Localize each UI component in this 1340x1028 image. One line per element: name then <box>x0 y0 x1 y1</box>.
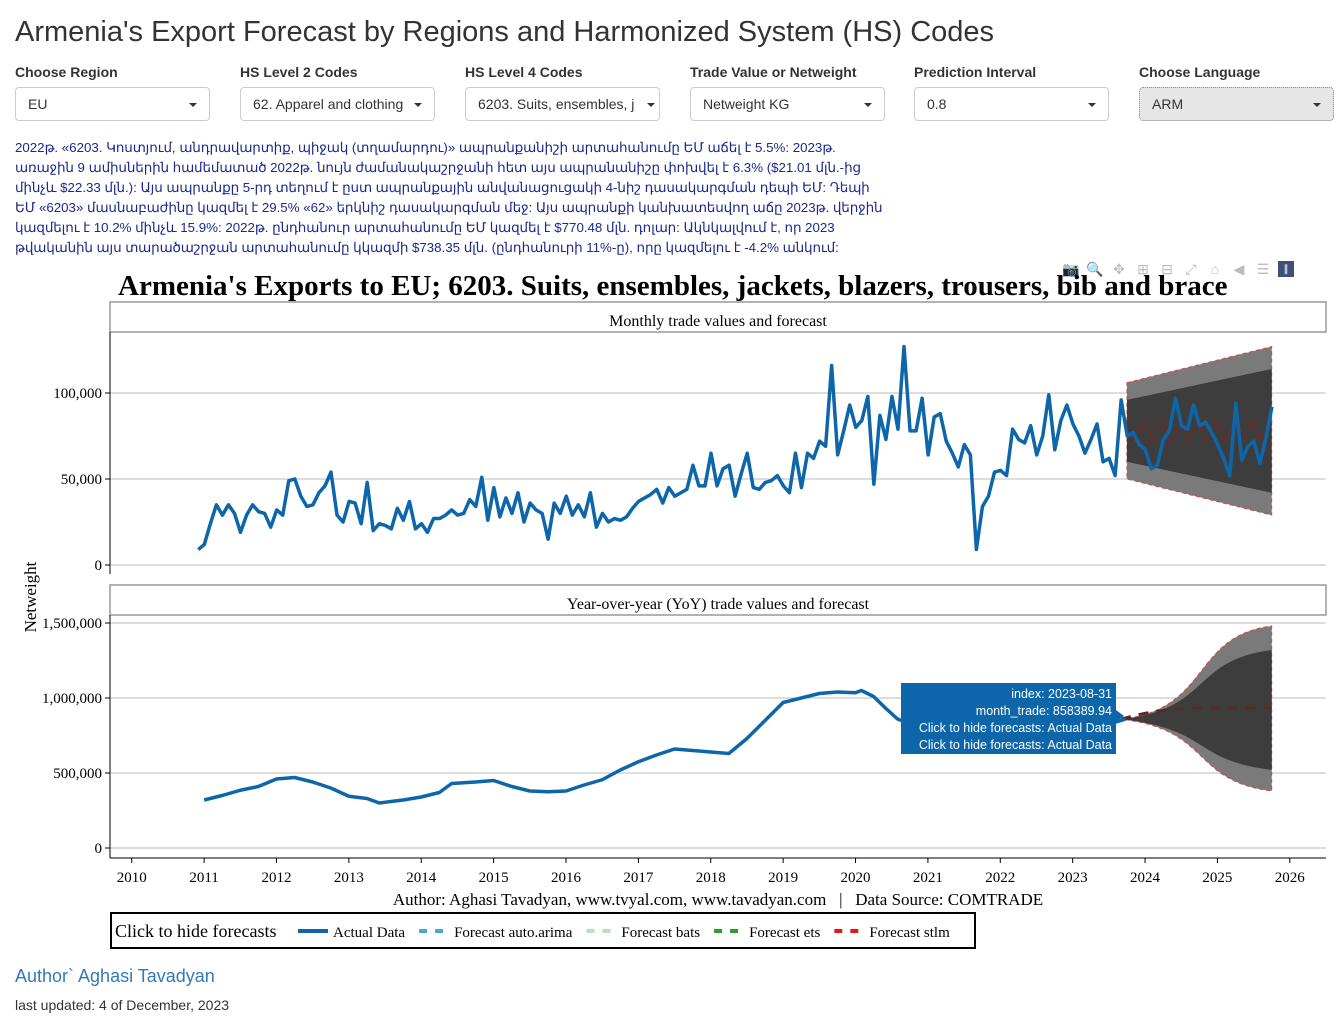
panel2-subtitle: Year-over-year (YoY) trade values and fo… <box>567 596 870 613</box>
forecast-chart[interactable]: Armenia's Exports to EU; 6203. Suits, en… <box>0 262 1340 1022</box>
hover-compare-icon[interactable]: ☰ <box>1256 260 1270 277</box>
y-tick-label: 0 <box>95 841 103 857</box>
author-link[interactable]: Author` Aghasi Tavadyan <box>15 966 215 986</box>
measure-label: Trade Value or Netweight <box>690 64 857 80</box>
hover-tooltip: index: 2023-08-31 month_trade: 858389.94… <box>901 683 1124 754</box>
panel1-subtitle: Monthly trade values and forecast <box>609 313 827 330</box>
chart-modebar: 📷 🔍 ✥ ⊞ ⊟ ⤢ ⌂ ◀ ☰ ∥ <box>1062 260 1294 278</box>
legend-item-label[interactable]: Forecast auto.arima <box>454 925 573 941</box>
x-tick-label: 2026 <box>1275 870 1306 886</box>
panel2-strip <box>109 584 1327 616</box>
measure-value: Netweight KG <box>703 96 790 112</box>
hs4-label: HS Level 4 Codes <box>465 64 583 80</box>
region-control: Choose Region EU <box>15 64 210 121</box>
x-tick-label: 2021 <box>913 870 943 886</box>
hs2-select[interactable]: 62. Apparel and clothing <box>240 87 435 121</box>
language-label: Choose Language <box>1139 64 1261 80</box>
hs2-label: HS Level 2 Codes <box>240 64 358 80</box>
legend-item-label[interactable]: Forecast bats <box>621 925 700 941</box>
chevron-down-icon <box>647 103 655 107</box>
x-tick-label: 2018 <box>696 870 726 886</box>
zoom-icon[interactable]: 🔍 <box>1086 260 1104 277</box>
x-tick-label: 2017 <box>623 870 654 886</box>
x-tick-label: 2012 <box>261 870 291 886</box>
tooltip-index: index: 2023-08-31 <box>1011 687 1112 701</box>
summary-text: 2022թ. «6203. Կոստյում, անդրավարտիք, պիջ… <box>15 140 883 255</box>
interval-value: 0.8 <box>927 96 947 112</box>
zoom-in-icon[interactable]: ⊞ <box>1137 260 1149 277</box>
actual-yoy-line <box>203 688 911 805</box>
hs4-value: 6203. Suits, ensembles, j <box>478 96 635 112</box>
legend-box <box>110 912 976 949</box>
y-axis-label: Netweight <box>21 561 40 632</box>
x-tick-label: 2013 <box>334 870 364 886</box>
plotly-logo-icon[interactable]: ∥ <box>1278 261 1294 277</box>
zoom-out-icon[interactable]: ⊟ <box>1161 260 1173 277</box>
x-tick-label: 2016 <box>551 870 582 886</box>
chevron-down-icon <box>1313 103 1321 107</box>
chevron-down-icon <box>1088 103 1096 107</box>
actual-data-line <box>197 344 1274 552</box>
interval-select[interactable]: 0.8 <box>914 87 1109 121</box>
legend-item-label[interactable]: Forecast ets <box>749 925 820 941</box>
chart-caption: Author: Aghasi Tavadyan, www.tvyal.com, … <box>393 890 1043 909</box>
x-tick-label: 2019 <box>768 870 798 886</box>
region-label: Choose Region <box>15 64 118 80</box>
chart-title: Armenia's Exports to EU; 6203. Suits, en… <box>118 270 1228 302</box>
hs4-control: HS Level 4 Codes 6203. Suits, ensembles,… <box>465 64 660 121</box>
y-tick-label: 0 <box>95 558 103 574</box>
hs4-select[interactable]: 6203. Suits, ensembles, j <box>465 87 660 121</box>
chevron-down-icon <box>189 103 197 107</box>
tooltip-line-2: Click to hide forecasts: Actual Data <box>919 738 1112 752</box>
x-tick-label: 2025 <box>1202 870 1232 886</box>
chevron-down-icon <box>414 103 422 107</box>
hs2-control: HS Level 2 Codes 62. Apparel and clothin… <box>240 64 435 121</box>
autoscale-icon[interactable]: ⤢ <box>1185 260 1197 277</box>
last-updated: last updated: 4 of December, 2023 <box>15 997 230 1013</box>
forecast-fan-inner <box>1121 650 1272 770</box>
panel1-strip <box>109 301 1327 333</box>
camera-icon[interactable]: 📷 <box>1062 260 1080 277</box>
legend-title: Click to hide forecasts <box>115 921 276 941</box>
language-select[interactable]: ARM <box>1139 87 1334 121</box>
x-tick-label: 2015 <box>479 870 509 886</box>
chevron-down-icon <box>864 103 872 107</box>
interval-control: Prediction Interval 0.8 <box>914 64 1109 121</box>
hs2-value: 62. Apparel and clothing <box>253 96 404 112</box>
interval-label: Prediction Interval <box>914 64 1037 80</box>
home-icon[interactable]: ⌂ <box>1210 261 1220 277</box>
actual-yoy-end <box>1114 717 1126 724</box>
x-tick-label: 2010 <box>117 870 147 886</box>
measure-select[interactable]: Netweight KG <box>690 87 885 121</box>
y-tick-label: 100,000 <box>53 386 102 402</box>
tooltip-value: month_trade: 858389.94 <box>976 704 1112 718</box>
x-tick-label: 2024 <box>1130 870 1161 886</box>
y-tick-label: 1,000,000 <box>42 691 102 707</box>
y-tick-label: 1,500,000 <box>42 616 102 632</box>
forecast-band-inner <box>1126 368 1272 493</box>
page-title: Armenia's Export Forecast by Regions and… <box>15 16 995 48</box>
measure-control: Trade Value or Netweight Netweight KG <box>690 64 885 121</box>
language-value: ARM <box>1152 96 1184 112</box>
x-tick-label: 2022 <box>985 870 1015 886</box>
hover-closest-icon[interactable]: ◀ <box>1233 260 1245 277</box>
y-tick-label: 500,000 <box>53 766 102 782</box>
region-select[interactable]: EU <box>15 87 210 121</box>
x-tick-label: 2020 <box>841 870 871 886</box>
legend-item-label[interactable]: Forecast stlm <box>869 925 950 941</box>
pan-icon[interactable]: ✥ <box>1113 260 1125 277</box>
forecast-center-line <box>1120 706 1272 721</box>
x-tick-label: 2023 <box>1058 870 1088 886</box>
legend-item-label[interactable]: Actual Data <box>333 925 405 941</box>
y-tick-label: 50,000 <box>61 472 102 488</box>
tooltip-line-1: Click to hide forecasts: Actual Data <box>919 721 1112 735</box>
region-value: EU <box>28 96 48 112</box>
x-tick-label: 2011 <box>189 870 218 886</box>
x-tick-label: 2014 <box>406 870 437 886</box>
language-control: Choose Language ARM <box>1139 64 1334 121</box>
